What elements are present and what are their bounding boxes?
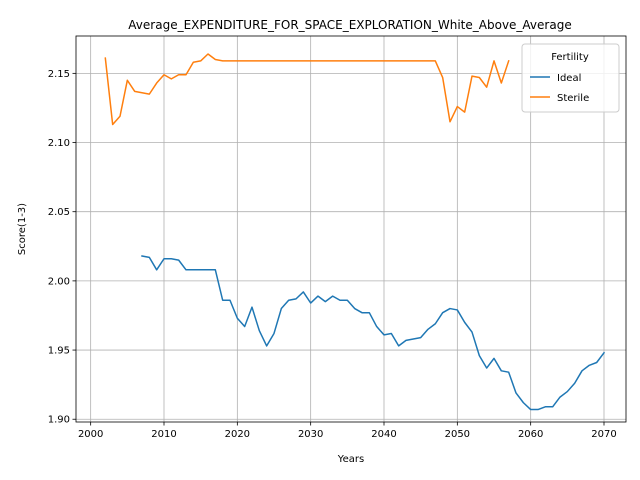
x-tick-label: 2050 <box>445 429 470 440</box>
series-line-ideal <box>141 255 606 411</box>
x-axis-label: Years <box>337 454 364 465</box>
legend-title: Fertility <box>551 52 589 63</box>
x-tick-label: 2070 <box>591 429 616 440</box>
chart-title: Average_EXPENDITURE_FOR_SPACE_EXPLORATIO… <box>128 18 571 32</box>
y-tick-label: 2.05 <box>48 207 70 218</box>
y-tick-label: 2.10 <box>48 138 70 149</box>
series-line-sterile <box>104 53 510 126</box>
series-layer <box>104 53 606 411</box>
y-tick-label: 1.95 <box>48 346 70 357</box>
x-tick-label: 2020 <box>225 429 250 440</box>
legend-label-ideal: Ideal <box>557 73 581 84</box>
x-tick-label: 2030 <box>298 429 323 440</box>
axis-ticks: 2000 2010 2020 2030 2040 2050 2060 2070 1.90 1.95… <box>48 69 617 440</box>
y-axis-label: Score(1-3) <box>17 203 28 255</box>
y-tick-label: 2.15 <box>48 69 70 80</box>
x-tick-label: 2040 <box>371 429 396 440</box>
y-tick-label: 2.00 <box>48 276 70 287</box>
x-tick-label: 2000 <box>78 429 103 440</box>
legend-box <box>521 43 620 113</box>
plot-frame <box>75 35 627 423</box>
x-tick-label: 2060 <box>518 429 543 440</box>
legend-label-sterile: Sterile <box>557 93 589 104</box>
x-tick-label: 2010 <box>151 429 176 440</box>
legend: Fertility Ideal Sterile <box>521 43 620 113</box>
y-tick-label: 1.90 <box>48 415 70 426</box>
